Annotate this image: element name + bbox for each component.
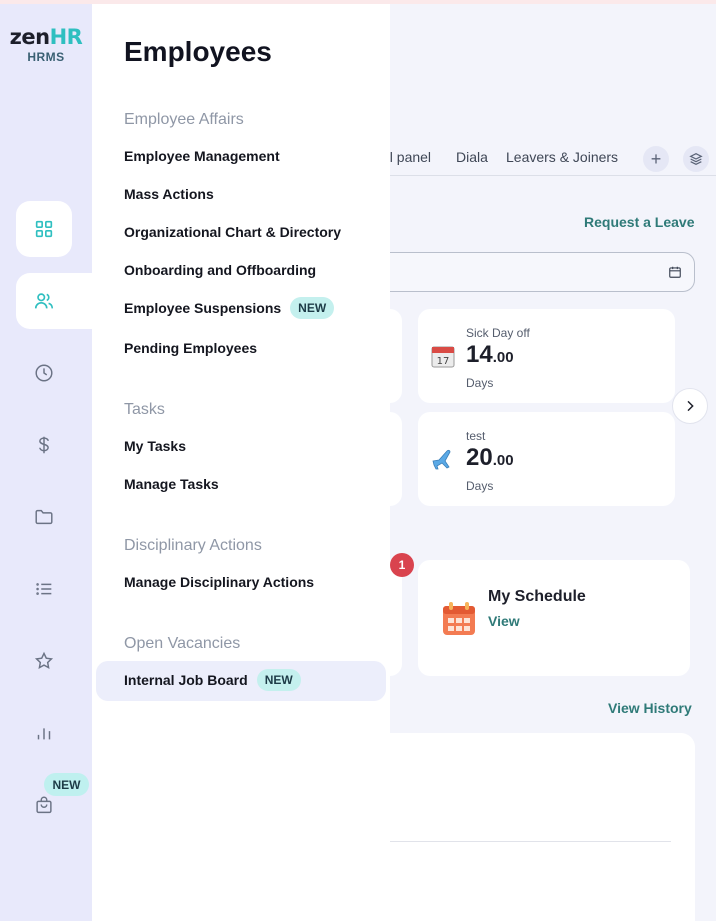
schedule-title: My Schedule: [488, 588, 586, 605]
dashboard-icon: [35, 220, 53, 238]
new-badge: NEW: [290, 297, 335, 319]
menu-employee-management[interactable]: Employee Management: [124, 148, 280, 164]
my-schedule-card[interactable]: My Schedule View: [418, 560, 690, 676]
rail-reports-button[interactable]: [16, 705, 72, 761]
bag-icon: [36, 796, 52, 814]
menu-org-chart-directory[interactable]: Organizational Chart & Directory: [124, 224, 342, 240]
calendar-small-icon: [669, 266, 681, 278]
rail-performance-button[interactable]: [16, 633, 72, 689]
tab-bar: ol panel Diala Leavers & Joiners +: [382, 144, 716, 176]
section-disciplinary-actions: Disciplinary Actions: [124, 537, 262, 554]
divider: [380, 841, 671, 842]
tab-control-panel[interactable]: ol panel: [382, 149, 432, 165]
leave-value: 14.00: [466, 341, 514, 368]
add-tab-button[interactable]: +: [643, 146, 669, 172]
rail-list-button[interactable]: [16, 561, 72, 617]
menu-mass-actions[interactable]: Mass Actions: [124, 186, 214, 202]
date-range-input[interactable]: [380, 252, 695, 292]
left-rail: zenHR HRMS NEW: [0, 4, 92, 921]
main-content: ol panel Diala Leavers & Joiners + Reque…: [380, 4, 716, 921]
rail-documents-button[interactable]: [16, 489, 72, 545]
rail-payroll-button[interactable]: [16, 417, 72, 473]
menu-manage-tasks[interactable]: Manage Tasks: [124, 476, 219, 492]
rail-time-button[interactable]: [16, 345, 72, 401]
bar-chart-icon: [37, 728, 51, 740]
history-card: [380, 733, 695, 921]
section-tasks: Tasks: [124, 401, 165, 418]
chevron-right-icon: [687, 400, 694, 412]
leave-title: Sick Day off: [466, 326, 530, 340]
menu-manage-disciplinary-actions[interactable]: Manage Disciplinary Actions: [124, 574, 315, 590]
menu-item-highlight: [96, 661, 386, 701]
rail-store-button[interactable]: [16, 777, 72, 833]
folder-icon: [35, 509, 53, 525]
section-employee-affairs: Employee Affairs: [124, 111, 244, 128]
new-badge: NEW: [256, 669, 301, 691]
logo-brand: zenHR: [9, 25, 83, 49]
plus-icon: +: [650, 148, 662, 169]
flyout-title: Employees: [124, 36, 272, 67]
leave-title: test: [466, 429, 486, 443]
request-leave-link[interactable]: Request a Leave: [584, 214, 695, 230]
rail-new-badge: NEW: [44, 773, 89, 796]
notification-badge: 1: [390, 553, 414, 577]
leave-card[interactable]: Sick Day off 17 14.00 Days: [418, 309, 675, 403]
employees-flyout-menu: Employees Employee Affairs Employee Mana…: [92, 4, 390, 921]
logo-sub: HRMS: [27, 50, 65, 64]
menu-employee-suspensions[interactable]: Employee Suspensions NEW: [124, 297, 335, 319]
layers-button[interactable]: [683, 146, 709, 172]
airplane-icon: [432, 449, 451, 470]
people-icon: [34, 293, 54, 309]
rail-dashboard-button[interactable]: [16, 201, 72, 257]
logo[interactable]: zenHR HRMS: [8, 26, 84, 64]
menu-my-tasks[interactable]: My Tasks: [124, 438, 186, 454]
view-history-link[interactable]: View History: [608, 700, 692, 716]
rail-employees-button[interactable]: [16, 273, 92, 329]
star-icon: [34, 651, 54, 669]
menu-internal-job-board[interactable]: Internal Job Board NEW: [124, 669, 301, 691]
dollar-icon: [39, 436, 49, 454]
list-icon: [36, 583, 52, 595]
leave-card[interactable]: test 20.00 Days: [418, 412, 675, 506]
tab-diala[interactable]: Diala: [456, 149, 488, 165]
clock-icon: [35, 364, 53, 382]
section-open-vacancies: Open Vacancies: [124, 635, 241, 652]
leave-value: 20.00: [466, 444, 514, 471]
leave-unit: Days: [466, 376, 494, 390]
menu-onboarding-offboarding[interactable]: Onboarding and Offboarding: [124, 262, 317, 278]
menu-pending-employees[interactable]: Pending Employees: [124, 340, 258, 356]
leave-unit: Days: [466, 479, 494, 493]
schedule-icon: [443, 602, 475, 635]
svg-text:17: 17: [437, 356, 450, 367]
next-button[interactable]: [672, 388, 708, 424]
layers-icon: [689, 152, 703, 166]
top-border: [0, 0, 716, 4]
tab-leavers-joiners[interactable]: Leavers & Joiners: [506, 149, 619, 165]
calendar-icon: 17: [431, 346, 455, 368]
schedule-view-link[interactable]: View: [488, 613, 520, 629]
